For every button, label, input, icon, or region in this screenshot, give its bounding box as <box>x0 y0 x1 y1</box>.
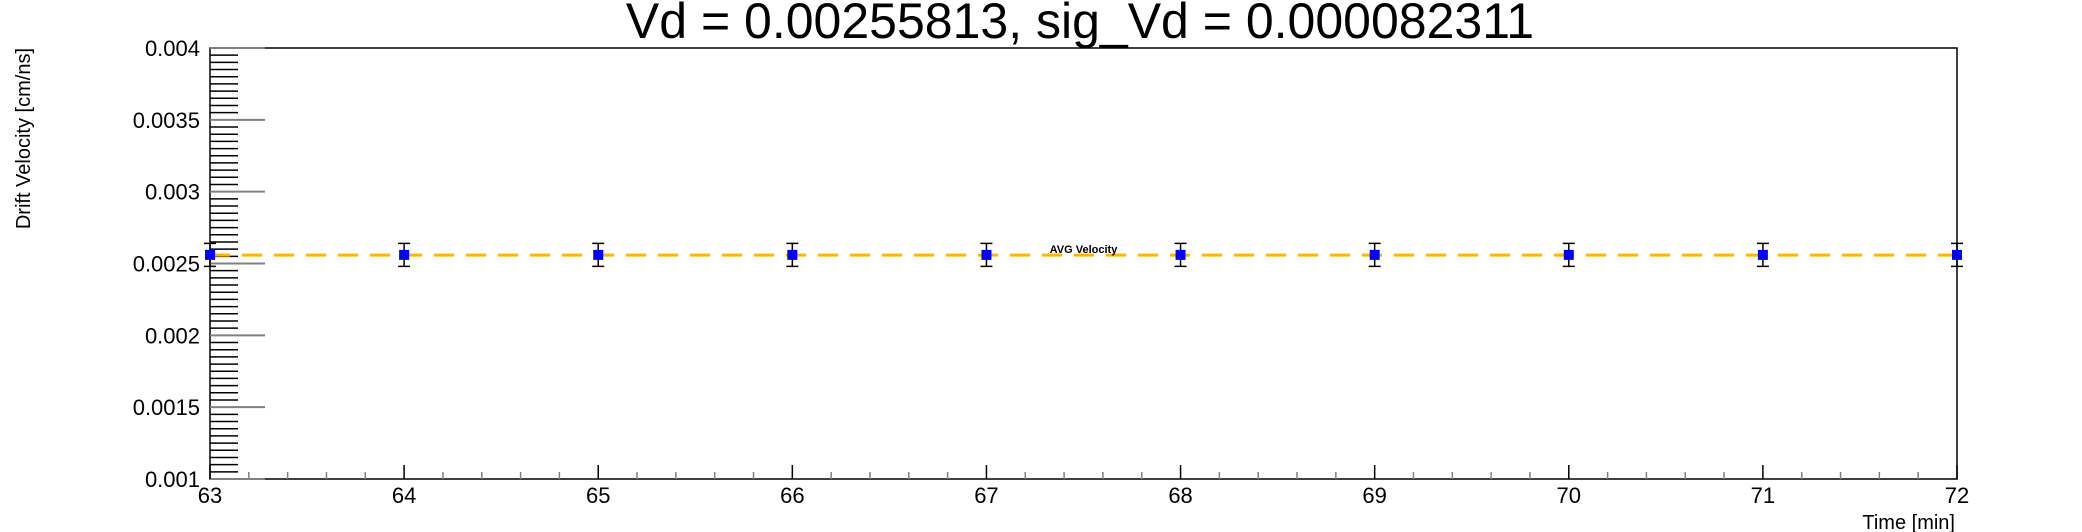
y-tick-label: 0.002 <box>145 323 200 348</box>
x-tick-label: 65 <box>586 483 610 508</box>
point-marker <box>593 249 604 260</box>
y-tick-label: 0.0035 <box>133 108 200 133</box>
data-point <box>1951 242 1963 268</box>
data-point <box>204 242 216 268</box>
avg-velocity-label: AVG Velocity <box>1050 244 1119 256</box>
y-tick-label: 0.0015 <box>133 395 200 420</box>
x-tick-label: 63 <box>198 483 222 508</box>
data-point <box>398 242 411 268</box>
point-marker <box>399 249 410 260</box>
data-point <box>1756 242 1769 268</box>
point-marker <box>205 249 215 260</box>
point-marker <box>1175 249 1186 260</box>
plot-frame <box>209 47 1958 480</box>
data-point <box>592 242 605 268</box>
point-marker <box>1369 249 1380 260</box>
y-axis-ticks: 0.001 0.0015 0.002 0.0025 0.003 0.0035 0.004 <box>133 36 265 492</box>
x-tick-label: 66 <box>780 483 804 508</box>
x-tick-label: 70 <box>1557 483 1581 508</box>
y-tick-label: 0.0025 <box>133 252 200 277</box>
x-axis-ticks: 63 64 65 66 67 68 69 70 71 72 <box>198 465 1969 508</box>
data-point <box>1368 242 1381 268</box>
data-points <box>204 242 1963 268</box>
y-tick-label: 0.001 <box>145 467 200 492</box>
data-point <box>1562 242 1575 268</box>
x-tick-label: 64 <box>392 483 416 508</box>
y-tick-label: 0.004 <box>145 36 200 61</box>
point-marker <box>1563 249 1574 260</box>
x-tick-label: 72 <box>1945 483 1969 508</box>
y-axis-label: Drift Velocity [cm/ns] <box>13 48 35 229</box>
point-marker <box>981 249 992 260</box>
y-tick-label: 0.003 <box>145 180 200 205</box>
x-tick-label: 71 <box>1751 483 1775 508</box>
point-marker <box>787 249 798 260</box>
data-point <box>786 242 799 268</box>
x-tick-label: 67 <box>974 483 998 508</box>
x-axis-label: Time [min] <box>1862 512 1955 532</box>
chart-title: Vd = 0.00255813, sig_Vd = 0.000082311 <box>626 0 1534 49</box>
x-tick-label: 69 <box>1362 483 1386 508</box>
data-point <box>980 242 993 268</box>
point-marker <box>1757 249 1768 260</box>
x-tick-label: 68 <box>1168 483 1192 508</box>
data-point <box>1174 242 1187 268</box>
point-marker <box>1952 249 1962 260</box>
